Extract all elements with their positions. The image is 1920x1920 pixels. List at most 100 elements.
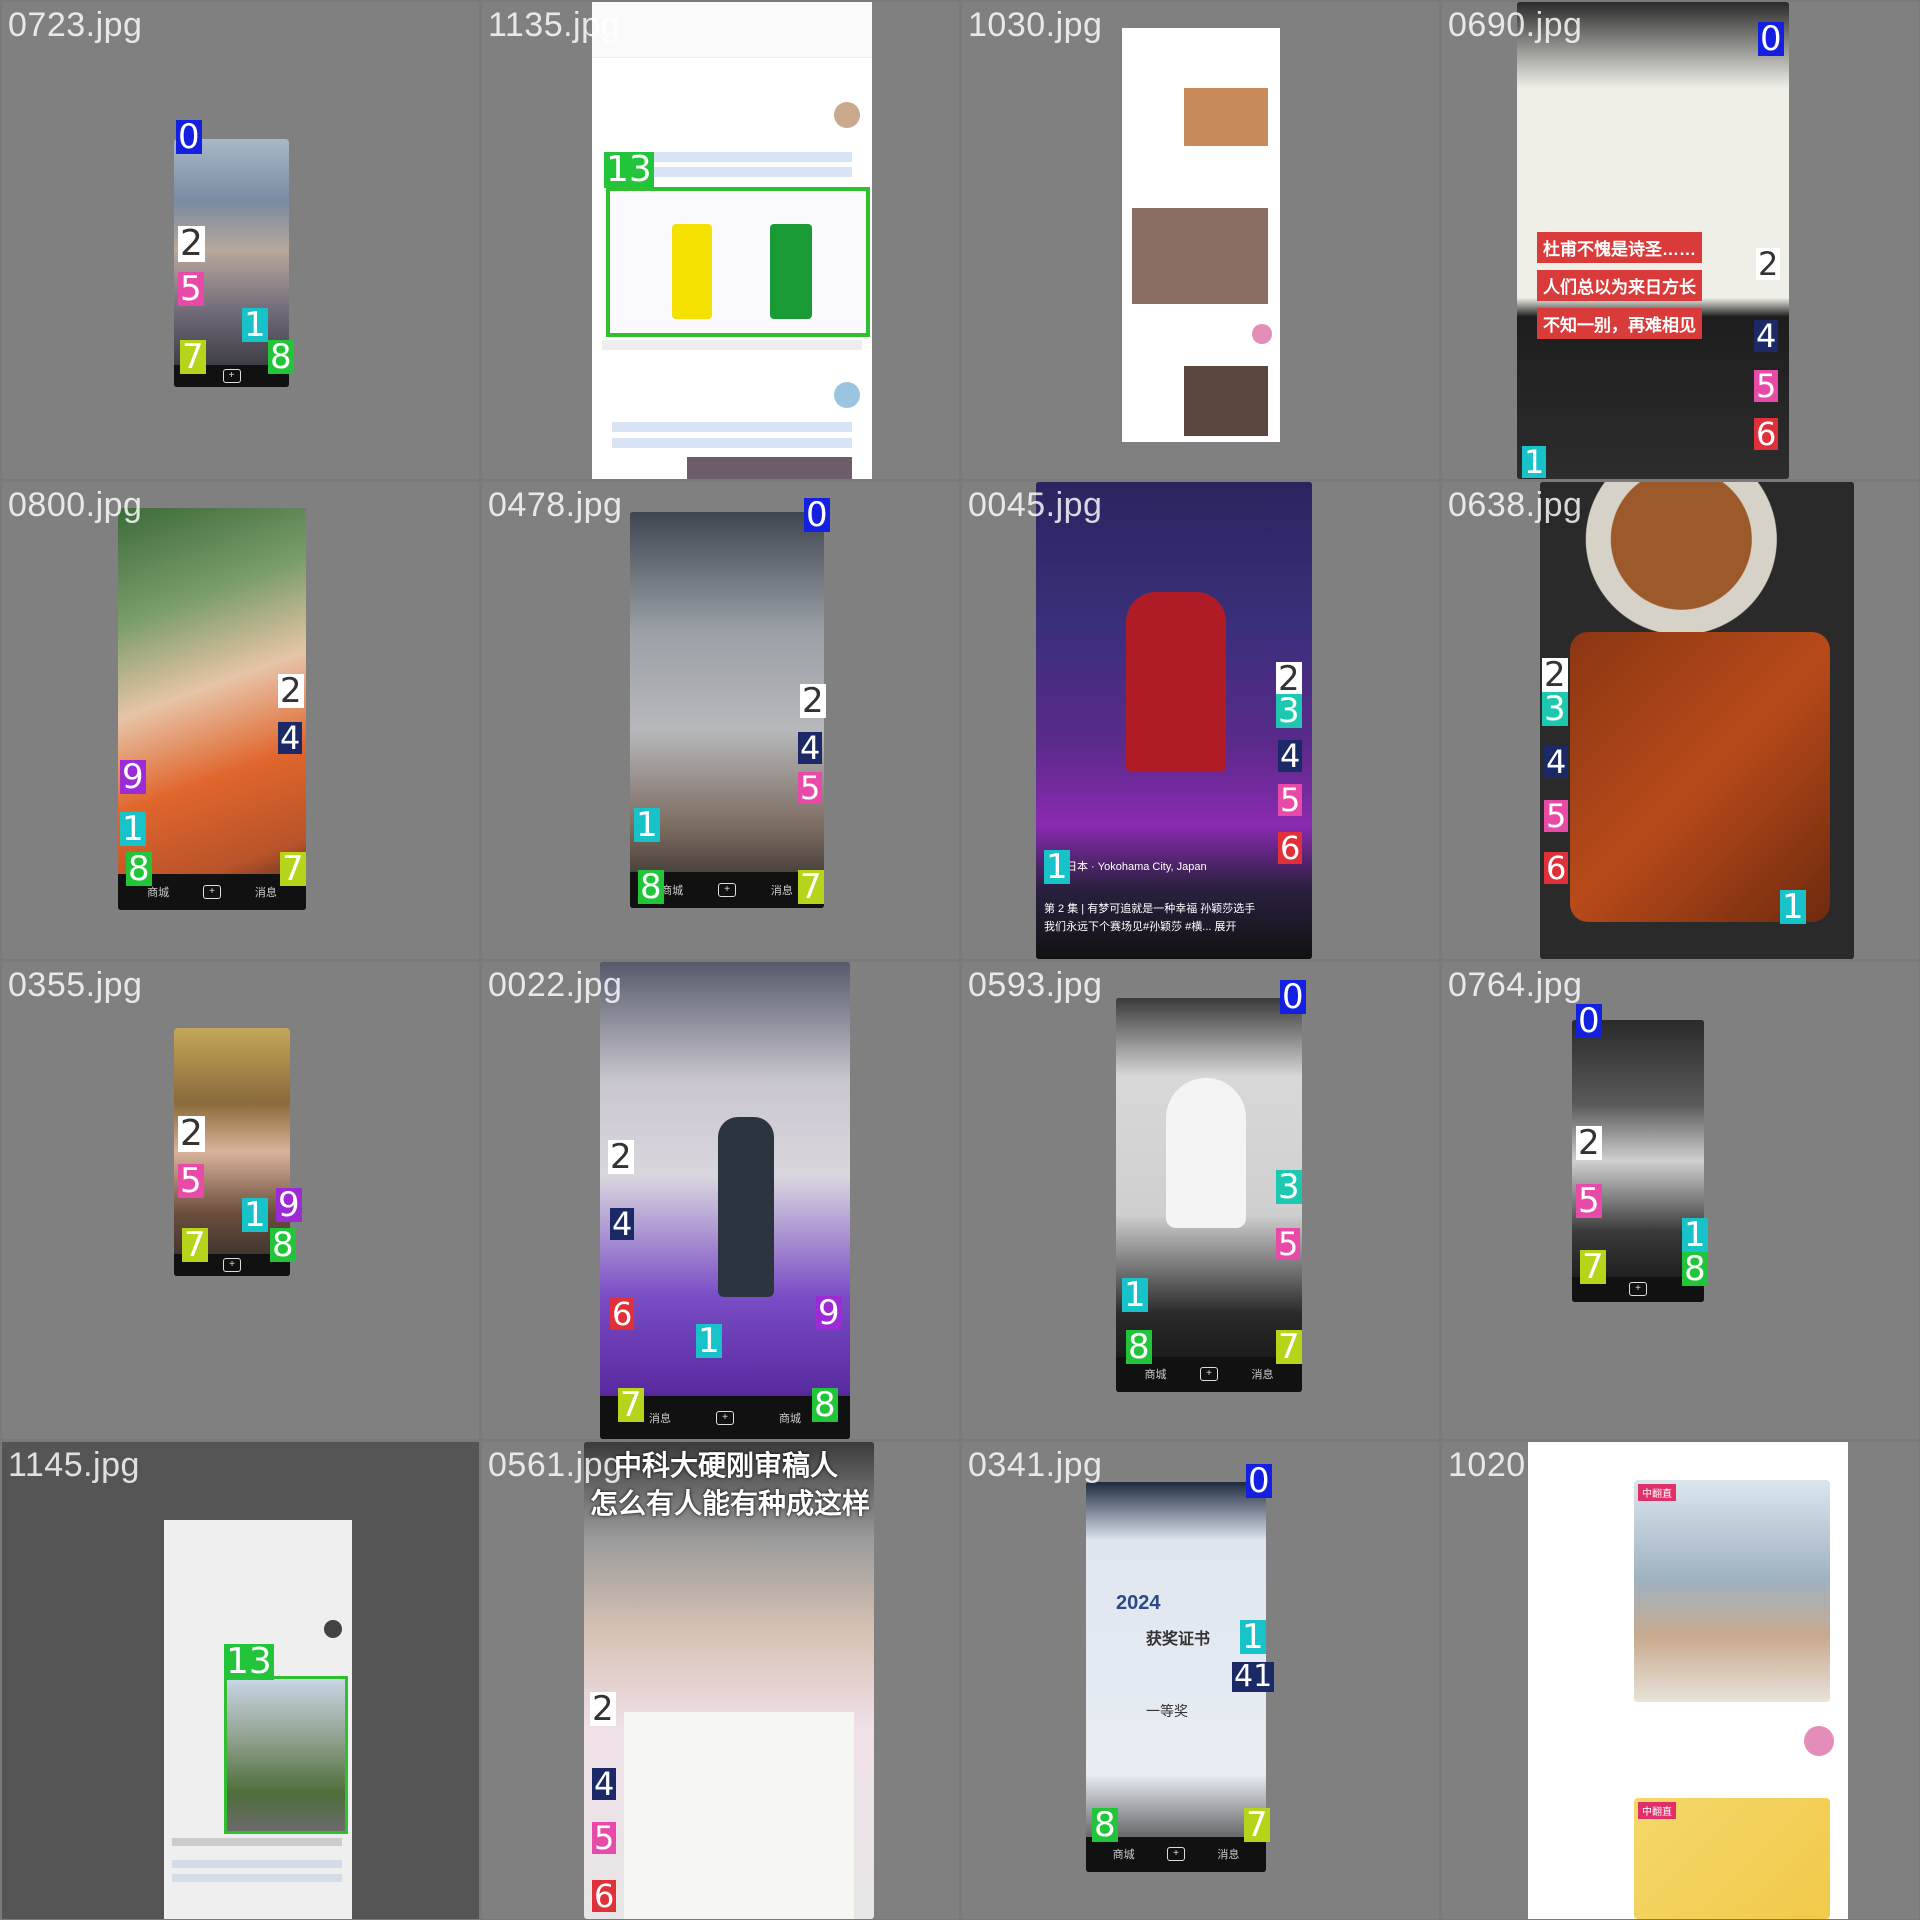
nav-messages[interactable]: 消息: [254, 886, 277, 899]
subtitle-line-3: 不知一别，再难相见: [1537, 308, 1702, 339]
label-tag-0: 0: [176, 117, 202, 157]
cell-0045: 0045.jpg 日本 · Yokohama City, Japan 第 2 集…: [962, 482, 1439, 959]
nav-messages[interactable]: 消息: [649, 1412, 671, 1425]
nav-shop[interactable]: 商城: [1112, 1849, 1135, 1862]
label-tag-2: 2: [1542, 655, 1568, 695]
create-button[interactable]: +: [223, 1257, 241, 1272]
avatar: [324, 1620, 342, 1638]
post-text: [612, 422, 852, 432]
video-caption-2: 我们永远下个赛场见#孙颖莎 #横... 展开: [1044, 921, 1237, 933]
label-tag-2: 2: [800, 681, 826, 721]
nav-messages[interactable]: 消息: [1251, 1369, 1274, 1382]
label-tag-1: 1: [1240, 1617, 1266, 1657]
post-text: [632, 167, 852, 177]
nav-shop[interactable]: 商城: [147, 886, 170, 899]
nav-shop[interactable]: 商城: [661, 885, 684, 898]
create-button[interactable]: +: [1167, 1847, 1185, 1862]
post-text: [172, 1860, 342, 1868]
post-image[interactable]: [1184, 366, 1268, 436]
video-frame[interactable]: [630, 512, 824, 908]
athlete: [1126, 592, 1226, 772]
phone-screen: 商城 + 消息: [1116, 998, 1302, 1392]
label-tag-3: 3: [1542, 689, 1568, 729]
actions-row: [602, 340, 862, 350]
label-tag-1: 1: [242, 305, 268, 345]
subtitle-line-1: 杜甫不愧是诗圣……: [1537, 232, 1702, 263]
cell-0723: 0723.jpg + 0 2 5 1 7 8: [2, 2, 479, 479]
label-tag-8: 8: [812, 1385, 838, 1425]
label-tag-7: 7: [280, 849, 306, 889]
post-image[interactable]: [606, 187, 870, 337]
filename-label: 1145.jpg: [8, 1446, 140, 1484]
label-tag-6: 6: [1544, 849, 1569, 887]
label-tag-0: 0: [804, 495, 830, 535]
create-button[interactable]: +: [203, 884, 221, 899]
label-tag-5: 5: [1544, 797, 1569, 835]
cell-1145: 1145.jpg 13: [2, 1442, 479, 1919]
filename-label: 0355.jpg: [8, 966, 143, 1004]
create-button[interactable]: +: [718, 883, 736, 898]
phone-screen: 中科大硬刚审稿人 怎么有人能有种成这样: [584, 1442, 874, 1919]
nav-messages[interactable]: 消息: [1217, 1849, 1240, 1862]
post-image[interactable]: [1634, 1480, 1830, 1702]
video-frame[interactable]: [118, 508, 306, 910]
post-image[interactable]: [687, 457, 852, 479]
label-tag-8: 8: [270, 1225, 296, 1265]
video-headline-2: 怎么有人能有种成这样: [590, 1488, 871, 1519]
nav-shop[interactable]: 商城: [779, 1412, 801, 1425]
bottom-nav: 商城 + 消息: [1086, 1836, 1266, 1872]
live-badge-2: 中翻直: [1638, 1802, 1676, 1819]
label-tag-1: 1: [634, 805, 660, 845]
feed-page: 中翻直 中翻直: [1528, 1442, 1848, 1919]
label-tag-3: 3: [1276, 1167, 1302, 1207]
nav-shop[interactable]: 商城: [1144, 1369, 1167, 1382]
paper-document: [624, 1712, 854, 1919]
label-tag-4: 4: [1278, 737, 1303, 775]
yellow-bottle: [672, 224, 712, 319]
post-image[interactable]: [1184, 88, 1268, 146]
feed-page: [164, 1520, 352, 1919]
label-tag-5: 5: [1754, 367, 1779, 405]
create-button[interactable]: +: [716, 1410, 734, 1425]
label-tag-0: 0: [1280, 977, 1306, 1017]
create-button[interactable]: +: [1629, 1282, 1647, 1297]
flower-bouquet: [1166, 1078, 1246, 1228]
video-caption: 第 2 集 | 有梦可追就是一种幸福 孙颖莎选手: [1044, 903, 1256, 915]
cell-0690: 0690.jpg 杜甫不愧是诗圣…… 人们总以为来日方长 不知一别，再难相见 0…: [1442, 2, 1919, 479]
post-image[interactable]: [224, 1676, 348, 1834]
label-tag-6: 6: [610, 1295, 635, 1333]
post-text: [172, 1874, 342, 1882]
cell-0800: 0800.jpg 商城 + 消息 2 4 9 1 8 7: [2, 482, 479, 959]
filename-label: 0561.jpg: [488, 1446, 623, 1484]
create-button[interactable]: +: [1200, 1367, 1218, 1382]
skewers: [1570, 632, 1830, 922]
avatar: [1804, 1726, 1834, 1756]
label-tag-4: 4: [798, 729, 823, 767]
label-tag-9: 9: [276, 1185, 302, 1225]
cell-1135: 1135.jpg 13: [482, 2, 959, 479]
label-tag-6: 6: [1278, 829, 1303, 867]
subtitle-line-2: 人们总以为来日方长: [1537, 270, 1702, 301]
phone-screen: 消息 + 商城: [600, 962, 850, 1439]
phone-screen: [1540, 482, 1854, 959]
cell-1020: 1020.jpg 中翻直 中翻直: [1442, 1442, 1919, 1919]
label-tag-8: 8: [1092, 1805, 1118, 1845]
label-tag-2: 2: [178, 223, 205, 264]
filename-label: 0764.jpg: [1448, 966, 1583, 1004]
label-tag-7: 7: [798, 867, 824, 907]
avatar: [834, 102, 860, 128]
label-tag-5: 5: [1276, 1225, 1301, 1263]
cell-0764: 0764.jpg + 0 2 5 1 7 8: [1442, 962, 1919, 1439]
create-button[interactable]: +: [222, 368, 241, 383]
player: [718, 1117, 774, 1297]
cell-0561: 0561.jpg 中科大硬刚审稿人 怎么有人能有种成这样 2 4 5 6: [482, 1442, 959, 1919]
label-tag-5: 5: [1278, 781, 1303, 819]
nav-messages[interactable]: 消息: [770, 885, 793, 898]
label-tag-4: 4: [1754, 317, 1779, 355]
label-tag-5: 5: [592, 1819, 617, 1857]
filename-label: 0723.jpg: [8, 6, 143, 44]
filename-label: 0045.jpg: [968, 486, 1103, 524]
post-image[interactable]: [1132, 208, 1268, 304]
label-tag-1: 1: [1122, 1275, 1148, 1315]
label-tag-2: 2: [590, 1689, 616, 1729]
